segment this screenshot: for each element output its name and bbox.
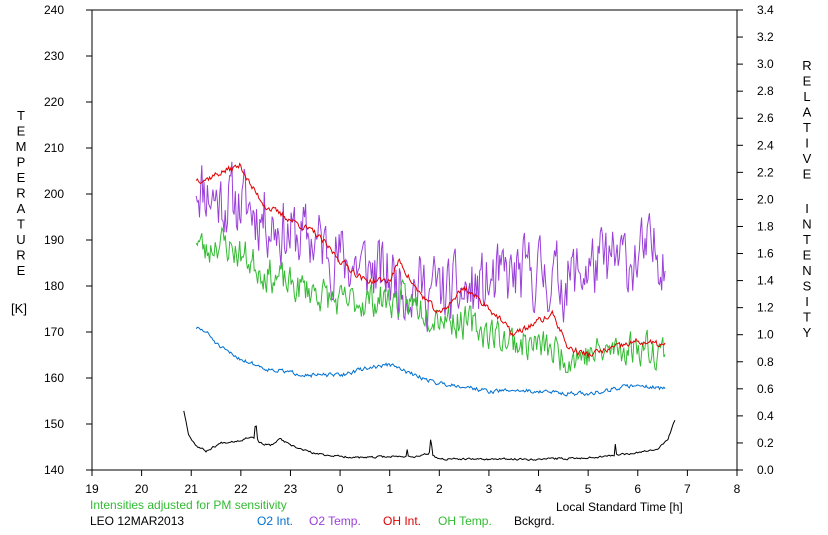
left-tick-label: 240	[44, 3, 64, 17]
right-tick-label: 0.2	[757, 436, 774, 450]
x-axis-label: Local Standard Time [h]	[556, 500, 683, 514]
right-axis-letter: A	[803, 105, 812, 120]
x-tick-label: 0	[337, 482, 344, 496]
left-tick-label: 220	[44, 95, 64, 109]
right-tick-label: 1.0	[757, 328, 774, 342]
left-axis-letter: E	[17, 263, 26, 278]
right-tick-label: 0.0	[757, 463, 774, 477]
right-tick-label: 1.2	[757, 301, 774, 315]
right-tick-label: 3.2	[757, 30, 774, 44]
legend-entry: O2 Int.	[257, 514, 293, 528]
right-axis-letter: I	[805, 294, 809, 309]
right-tick-label: 0.8	[757, 355, 774, 369]
right-axis-letter: N	[802, 263, 811, 278]
x-axis: 19 20 21 22 23 0 1 2 3 4 5 6 7 8	[85, 470, 741, 496]
legend-entry: Bckgrd.	[514, 514, 555, 528]
left-axis-letter: T	[17, 217, 25, 232]
left-tick-label: 180	[44, 279, 64, 293]
x-tick-label: 3	[486, 482, 493, 496]
x-tick-label: 20	[135, 482, 149, 496]
x-tick-label: 4	[535, 482, 542, 496]
right-tick-label: 2.0	[757, 192, 774, 206]
left-tick-label: 170	[44, 325, 64, 339]
left-tick-label: 230	[44, 49, 64, 63]
left-tick-label: 150	[44, 417, 64, 431]
right-axis-letter: E	[803, 74, 812, 89]
right-axis-letter: E	[803, 248, 812, 263]
legend-entry: OH Temp.	[438, 514, 492, 528]
series-o2-temp	[195, 161, 666, 332]
station-date: LEO 12MAR2013	[90, 514, 184, 528]
series-oh-temp	[195, 226, 666, 374]
left-tick-label: 160	[44, 371, 64, 385]
right-tick-label: 1.4	[757, 274, 774, 288]
right-axis-letter: I	[805, 201, 809, 216]
legend-entry: O2 Temp.	[309, 514, 361, 528]
right-axis-letter: N	[802, 217, 811, 232]
x-tick-label: 23	[284, 482, 298, 496]
left-axis-letter: A	[17, 201, 26, 216]
x-tick-label: 2	[436, 482, 443, 496]
left-axis-unit: [K]	[11, 301, 27, 316]
right-axis-letter: L	[803, 89, 810, 104]
sensitivity-note: Intensities adjusted for PM sensitivity	[90, 498, 287, 512]
right-axis-letter: Y	[803, 325, 812, 340]
x-tick-label: 1	[386, 482, 393, 496]
right-axis-letter: T	[803, 232, 811, 247]
left-axis-letter: E	[17, 124, 26, 139]
left-tick-label: 210	[44, 141, 64, 155]
right-axis: 0.0 0.2 0.4 0.6 0.8 1.0 1.2 1.4 1.6 1.8 2.0 2.2 2.4 2…	[737, 3, 774, 477]
series-layer	[183, 161, 676, 461]
right-tick-label: 1.6	[757, 247, 774, 261]
left-axis-letter: R	[16, 248, 25, 263]
right-tick-label: 1.8	[757, 219, 774, 233]
right-tick-label: 3.4	[757, 3, 774, 17]
x-tick-label: 21	[185, 482, 199, 496]
right-tick-label: 2.8	[757, 84, 774, 98]
left-tick-label: 190	[44, 233, 64, 247]
left-axis-letter: T	[17, 108, 25, 123]
right-tick-label: 2.4	[757, 138, 774, 152]
right-tick-label: 2.2	[757, 165, 774, 179]
right-axis-letter: V	[803, 151, 812, 166]
left-tick-label: 140	[44, 463, 64, 477]
x-tick-label: 8	[734, 482, 741, 496]
right-tick-label: 2.6	[757, 111, 774, 125]
left-axis-letter: P	[17, 155, 26, 170]
series-oh-int	[195, 162, 666, 359]
right-axis-letter: I	[805, 136, 809, 151]
x-tick-label: 22	[234, 482, 248, 496]
right-tick-label: 0.6	[757, 382, 774, 396]
left-axis-letter: M	[16, 139, 27, 154]
right-axis-letter: R	[802, 58, 811, 73]
right-axis-letter: T	[803, 120, 811, 135]
x-tick-label: 6	[634, 482, 641, 496]
legend-entry: OH Int.	[383, 514, 421, 528]
left-tick-label: 200	[44, 187, 64, 201]
left-axis-letter: U	[16, 232, 25, 247]
right-axis-letter: T	[803, 310, 811, 325]
legend: O2 Int. O2 Temp. OH Int. OH Temp. Bckgrd.	[257, 514, 555, 528]
right-tick-label: 3.0	[757, 57, 774, 71]
series-bckgrd	[183, 410, 676, 461]
right-tick-label: 0.4	[757, 409, 774, 423]
x-tick-label: 7	[684, 482, 691, 496]
right-axis-letter: E	[803, 167, 812, 182]
left-axis-letter: R	[16, 186, 25, 201]
x-tick-label: 5	[585, 482, 592, 496]
series-o2-int	[195, 326, 666, 397]
x-tick-label: 19	[85, 482, 99, 496]
left-axis: 140 150 160 170 180 190 200 210 220 230 240	[44, 3, 92, 477]
right-axis-letter: S	[803, 279, 812, 294]
left-axis-letter: E	[17, 170, 26, 185]
